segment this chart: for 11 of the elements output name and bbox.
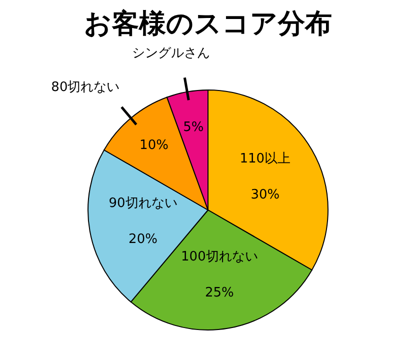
data-label: 5% [183, 120, 204, 135]
data-label: 20% [128, 232, 158, 247]
slice-label: 90切れない [108, 196, 178, 211]
chart-title: お客様のスコア分布 [84, 8, 332, 40]
slice-label: 100切れない [181, 249, 258, 264]
slice-label: シングルさん [132, 46, 210, 61]
data-label: 10% [140, 138, 168, 154]
data-label: 30% [250, 188, 280, 202]
slice-label: 80切れない [51, 80, 120, 95]
data-label: 25% [205, 285, 234, 300]
slice-label: 110以上 [240, 152, 291, 166]
